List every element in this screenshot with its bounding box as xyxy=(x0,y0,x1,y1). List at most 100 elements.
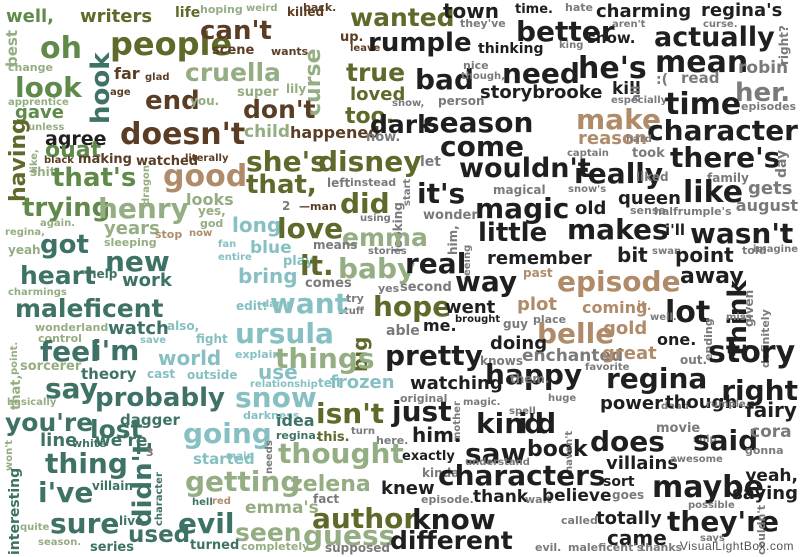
cloud-word: season. xyxy=(38,537,82,548)
cloud-word: kind xyxy=(476,407,545,440)
cloud-word: imagine xyxy=(752,244,798,255)
cloud-word: far xyxy=(114,64,140,83)
cloud-word: magic xyxy=(475,192,570,225)
cloud-word: nice xyxy=(463,59,489,72)
cloud-word: outside xyxy=(187,368,238,382)
cloud-word: dark xyxy=(370,110,434,139)
cloud-word: able xyxy=(386,323,420,339)
cloud-word: save xyxy=(140,335,167,346)
cloud-word: real xyxy=(405,247,467,280)
cloud-word: went xyxy=(445,297,496,318)
cloud-word: august xyxy=(735,196,798,215)
cloud-word: tell xyxy=(318,376,341,390)
cloud-word: isn't xyxy=(316,397,385,430)
cloud-word: hoping xyxy=(200,3,243,16)
cloud-word: called xyxy=(561,514,598,527)
cloud-word: need xyxy=(502,57,580,90)
cloud-word: book xyxy=(527,437,588,462)
cloud-word: sort xyxy=(603,474,635,490)
cloud-word: theory xyxy=(81,365,137,383)
cloud-word: ship xyxy=(693,434,717,445)
cloud-word: character xyxy=(647,114,798,147)
cloud-word: zelena xyxy=(290,472,371,497)
cloud-word: cruella xyxy=(185,58,281,87)
cloud-word: one. xyxy=(657,330,697,349)
cloud-word: took xyxy=(632,146,665,161)
cloud-word: age xyxy=(110,87,131,98)
cloud-word: storybrooke xyxy=(480,82,603,103)
cloud-word: i'm xyxy=(92,334,140,367)
cloud-word: better xyxy=(516,15,615,48)
cloud-word: doing xyxy=(490,333,548,354)
cloud-word: change xyxy=(8,61,53,74)
cloud-word: villains xyxy=(606,453,679,474)
cloud-word: writers xyxy=(80,6,153,27)
cloud-word: sure xyxy=(50,507,120,540)
cloud-word: i've xyxy=(38,476,94,509)
cloud-word: brought xyxy=(455,314,501,325)
cloud-word: know xyxy=(412,503,496,536)
cloud-word: things xyxy=(275,342,375,375)
cloud-word: explain xyxy=(235,348,281,361)
cloud-word: thought xyxy=(278,437,404,470)
cloud-word: want xyxy=(270,287,349,320)
cloud-word: hate xyxy=(565,1,593,14)
cloud-word: kill xyxy=(612,79,641,99)
cloud-word: queen xyxy=(618,188,681,209)
cloud-word: used xyxy=(128,522,191,548)
cloud-word: apprentice xyxy=(8,97,69,108)
cloud-word: turned xyxy=(190,538,240,553)
cloud-word: people xyxy=(110,25,233,63)
cloud-word: live xyxy=(119,514,144,528)
cloud-word: line xyxy=(40,430,78,451)
cloud-word: miss xyxy=(726,312,752,323)
cloud-word: here. xyxy=(376,434,409,447)
cloud-word: disney xyxy=(318,145,422,178)
cloud-word: just xyxy=(392,395,452,428)
cloud-word: it's xyxy=(417,177,466,210)
cloud-word: watching xyxy=(410,373,503,394)
cloud-word: makes xyxy=(567,213,669,246)
cloud-word: it. xyxy=(300,249,334,282)
cloud-word: thank xyxy=(473,487,529,507)
cloud-word: there's xyxy=(670,141,781,174)
cloud-word: watched xyxy=(136,154,199,169)
cloud-word: yes xyxy=(378,282,400,295)
cloud-word: evil xyxy=(178,507,235,540)
cloud-word: time. xyxy=(515,2,553,17)
cloud-word: lost xyxy=(90,415,143,444)
cloud-word: you're xyxy=(5,408,94,437)
cloud-word: damn xyxy=(262,299,294,310)
cloud-word: too. xyxy=(345,104,395,129)
cloud-word: darkness xyxy=(243,409,300,422)
cloud-word: hell xyxy=(192,497,213,508)
cloud-word: fact xyxy=(313,492,340,506)
cloud-word: magic. xyxy=(463,397,501,408)
cloud-word: gave xyxy=(15,102,64,123)
cloud-word: black xyxy=(44,155,74,166)
cloud-word: charmings xyxy=(8,287,67,298)
cloud-word: show. xyxy=(587,29,636,47)
cloud-word: halfrumple's xyxy=(654,205,732,218)
cloud-word: she's xyxy=(246,145,327,178)
cloud-word: favorite xyxy=(585,362,630,373)
cloud-word: thing xyxy=(45,447,128,480)
cloud-word: got xyxy=(40,230,89,260)
cloud-word: good xyxy=(163,159,248,194)
cloud-word: entire xyxy=(218,252,252,263)
cloud-word: aren't xyxy=(612,19,646,30)
cloud-word: fairy xyxy=(745,398,797,422)
cloud-word: emma's xyxy=(245,498,319,518)
cloud-word: back. xyxy=(303,1,337,14)
cloud-word: power xyxy=(600,393,663,414)
cloud-word: place xyxy=(533,313,567,326)
cloud-word: belle xyxy=(537,317,615,350)
cloud-word: —man xyxy=(299,200,337,213)
cloud-word: let xyxy=(420,154,441,170)
cloud-word: though, xyxy=(461,71,505,82)
cloud-word: comes xyxy=(305,276,352,291)
cloud-word: mean xyxy=(655,45,749,80)
cloud-word: season xyxy=(423,106,534,139)
cloud-word: having xyxy=(6,118,31,202)
cloud-word: understand xyxy=(465,457,530,468)
